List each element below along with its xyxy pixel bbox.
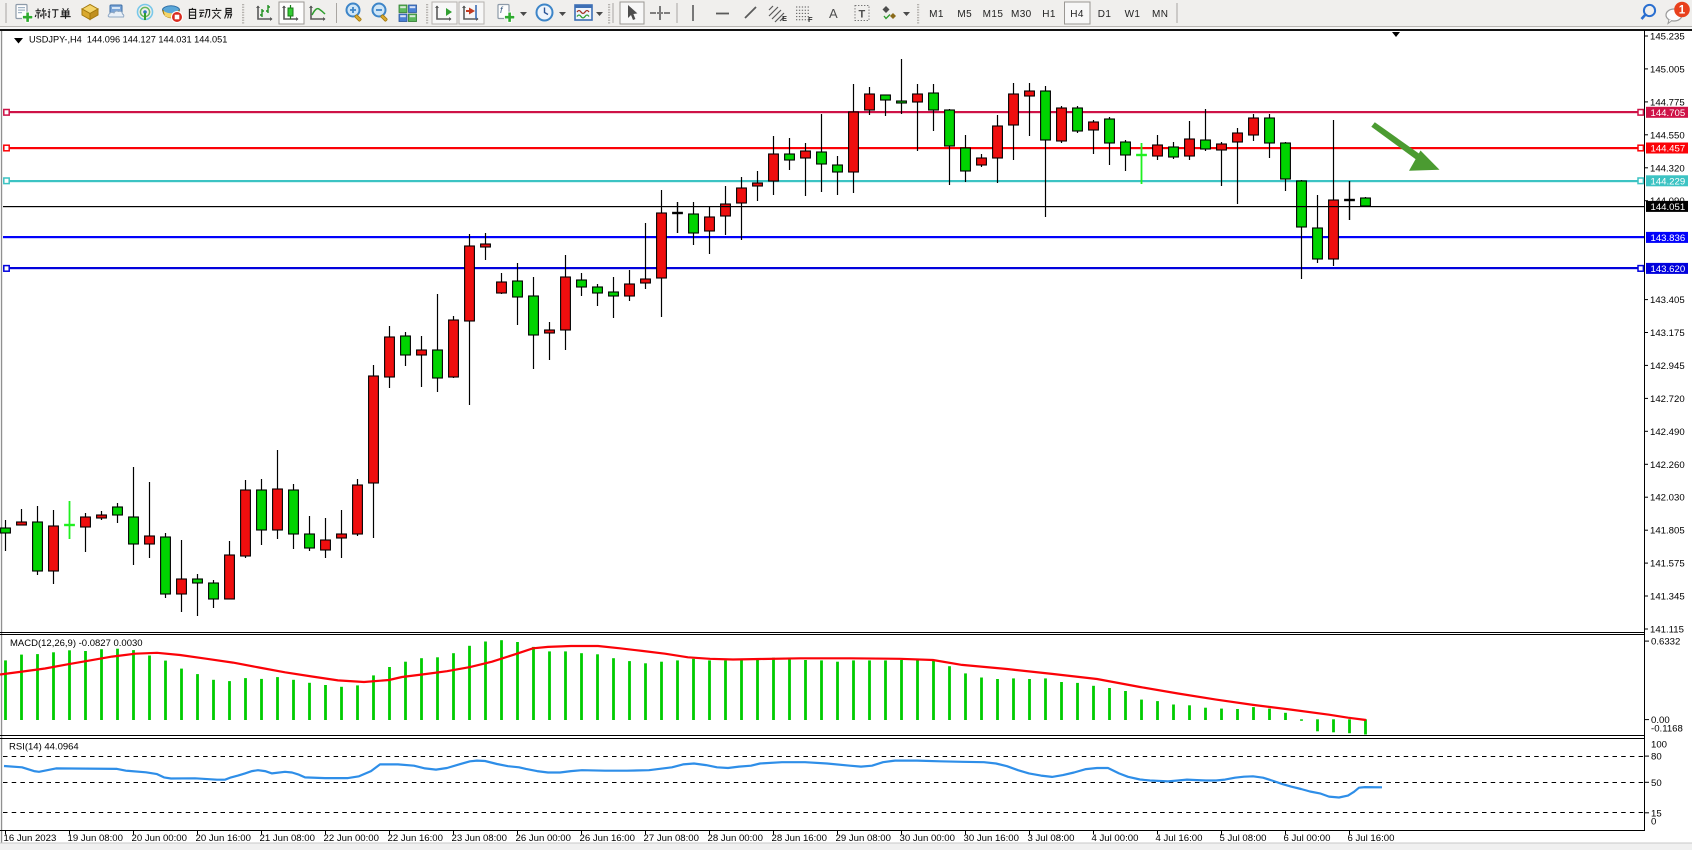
svg-text:142.030: 142.030 (1650, 493, 1685, 504)
svg-text:5 Jul 08:00: 5 Jul 08:00 (1220, 833, 1267, 844)
svg-text:145.005: 145.005 (1650, 64, 1685, 75)
svg-text:23 Jun 08:00: 23 Jun 08:00 (452, 833, 507, 844)
svg-text:26 Jun 16:00: 26 Jun 16:00 (580, 833, 635, 844)
svg-text:6 Jul 16:00: 6 Jul 16:00 (1348, 833, 1395, 844)
svg-text:H1: H1 (1042, 9, 1056, 20)
svg-text:-0.1168: -0.1168 (1651, 724, 1683, 735)
svg-text:144.051: 144.051 (1651, 202, 1686, 213)
svg-text:E: E (782, 14, 787, 23)
svg-text:30 Jun 16:00: 30 Jun 16:00 (964, 833, 1019, 844)
svg-text:0.6332: 0.6332 (1651, 637, 1680, 648)
svg-text:20 Jun 16:00: 20 Jun 16:00 (196, 833, 251, 844)
svg-text:144.705: 144.705 (1651, 108, 1686, 119)
svg-text:M15: M15 (983, 9, 1004, 20)
svg-text:142.490: 142.490 (1650, 427, 1685, 438)
svg-text:144.457: 144.457 (1651, 144, 1686, 155)
svg-text:MN: MN (1152, 9, 1168, 20)
svg-text:142.720: 142.720 (1650, 394, 1685, 405)
svg-text:141.345: 141.345 (1650, 592, 1685, 603)
svg-text:142.260: 142.260 (1650, 460, 1685, 471)
svg-text:M30: M30 (1011, 9, 1032, 20)
svg-text:F: F (808, 15, 813, 24)
svg-text:142.945: 142.945 (1650, 361, 1685, 372)
svg-text:28 Jun 16:00: 28 Jun 16:00 (772, 833, 827, 844)
svg-text:D1: D1 (1098, 9, 1112, 20)
svg-text:144.775: 144.775 (1650, 97, 1685, 108)
svg-text:0: 0 (1651, 816, 1656, 827)
svg-text:144.229: 144.229 (1651, 176, 1686, 187)
svg-text:RSI(14) 44.0964: RSI(14) 44.0964 (9, 742, 79, 753)
svg-text:144.320: 144.320 (1650, 163, 1685, 174)
svg-text:19 Jun 08:00: 19 Jun 08:00 (68, 833, 123, 844)
svg-text:20 Jun 00:00: 20 Jun 00:00 (132, 833, 187, 844)
svg-text:143.836: 143.836 (1651, 233, 1686, 244)
svg-text:80: 80 (1651, 752, 1662, 763)
svg-text:141.805: 141.805 (1650, 526, 1685, 537)
svg-text:4 Jul 00:00: 4 Jul 00:00 (1092, 833, 1139, 844)
svg-text:H4: H4 (1070, 9, 1084, 20)
svg-text:W1: W1 (1125, 9, 1141, 20)
svg-text:M5: M5 (957, 9, 972, 20)
svg-text:22 Jun 00:00: 22 Jun 00:00 (324, 833, 379, 844)
svg-text:4 Jul 16:00: 4 Jul 16:00 (1156, 833, 1203, 844)
svg-text:T: T (859, 9, 866, 21)
svg-text:3 Jul 08:00: 3 Jul 08:00 (1028, 833, 1075, 844)
svg-text:145.235: 145.235 (1650, 32, 1685, 43)
svg-text:144.550: 144.550 (1650, 130, 1685, 141)
svg-text:26 Jun 00:00: 26 Jun 00:00 (516, 833, 571, 844)
svg-text:28 Jun 00:00: 28 Jun 00:00 (708, 833, 763, 844)
svg-text:0.00: 0.00 (1651, 715, 1670, 726)
svg-text:143.175: 143.175 (1650, 328, 1685, 339)
svg-text:30 Jun 00:00: 30 Jun 00:00 (900, 833, 955, 844)
svg-text:M1: M1 (929, 9, 944, 20)
svg-text:A: A (829, 6, 838, 21)
svg-text:50: 50 (1651, 778, 1662, 789)
svg-text:21 Jun 08:00: 21 Jun 08:00 (260, 833, 315, 844)
svg-text:1: 1 (1679, 5, 1686, 17)
svg-text:143.620: 143.620 (1651, 264, 1686, 275)
svg-text:141.575: 141.575 (1650, 559, 1685, 570)
svg-text:141.115: 141.115 (1650, 625, 1684, 636)
svg-text:USDJPY-,H4 144.096 144.127 14: USDJPY-,H4 144.096 144.127 144.031 144.0… (29, 35, 227, 45)
svg-text:27 Jun 08:00: 27 Jun 08:00 (644, 833, 699, 844)
svg-text:29 Jun 08:00: 29 Jun 08:00 (836, 833, 891, 844)
svg-text:16 Jun 2023: 16 Jun 2023 (4, 833, 57, 844)
svg-text:143.405: 143.405 (1650, 295, 1685, 306)
svg-text:MACD(12,26,9) -0.0827 0.0030: MACD(12,26,9) -0.0827 0.0030 (10, 638, 143, 649)
svg-text:15: 15 (1651, 808, 1662, 819)
svg-text:6 Jul 00:00: 6 Jul 00:00 (1284, 833, 1331, 844)
svg-text:100: 100 (1651, 740, 1667, 751)
svg-text:f: f (500, 5, 504, 15)
svg-text:22 Jun 16:00: 22 Jun 16:00 (388, 833, 443, 844)
